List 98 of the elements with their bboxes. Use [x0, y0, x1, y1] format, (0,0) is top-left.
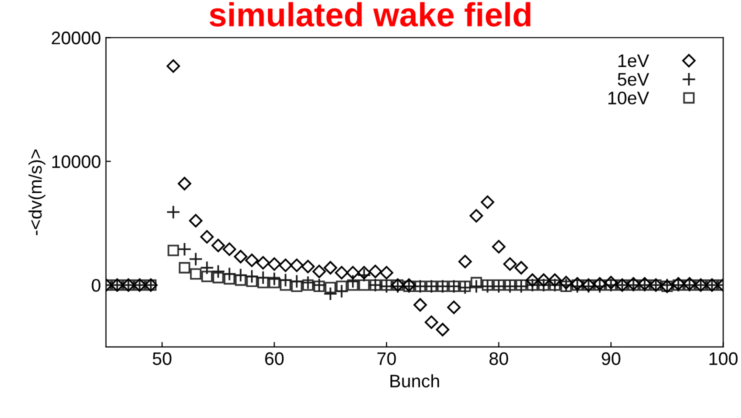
x-tick-label: 60: [265, 352, 284, 366]
point: [536, 273, 550, 287]
point: [166, 204, 180, 220]
point: [323, 286, 338, 301]
point: [424, 315, 438, 329]
point: [302, 279, 314, 291]
point: [458, 254, 472, 268]
point: [190, 268, 202, 280]
point: [211, 238, 225, 252]
point: [290, 274, 304, 288]
point: [201, 270, 213, 282]
point: [177, 242, 192, 256]
chart-title: simulated wake field: [210, 2, 530, 27]
point: [200, 230, 214, 244]
point: [458, 280, 472, 295]
point: [548, 273, 562, 287]
point: [492, 240, 506, 254]
point: [358, 279, 370, 291]
point: [526, 273, 540, 287]
point: [188, 252, 203, 266]
point: [334, 266, 348, 280]
point: [502, 279, 518, 294]
point: [346, 266, 360, 280]
point: [503, 257, 517, 271]
legend-label: 10eV: [608, 92, 650, 104]
point: [211, 264, 226, 279]
point: [290, 258, 304, 272]
y-tick-label: 20000: [52, 32, 100, 44]
point: [324, 261, 338, 274]
point: [268, 276, 280, 288]
legend-label: 1eV: [618, 54, 650, 68]
point: [189, 214, 202, 228]
point: [268, 257, 282, 271]
point: [482, 279, 494, 291]
point: [314, 280, 325, 292]
point: [222, 266, 236, 282]
point: [469, 279, 484, 294]
point: [234, 268, 248, 282]
point: [413, 298, 427, 312]
y-tick-label: 0: [92, 279, 100, 292]
point: [514, 279, 528, 294]
point: [447, 300, 461, 314]
point: [480, 195, 494, 209]
point: [347, 279, 359, 291]
x-axis-title: Bunch: [390, 374, 440, 388]
y-tick-label: 10000: [52, 155, 100, 168]
point: [492, 279, 506, 294]
point: [256, 256, 270, 270]
point: [267, 272, 282, 286]
point: [380, 279, 392, 291]
point: [244, 269, 259, 284]
x-tick-label: 80: [490, 352, 508, 366]
point: [459, 280, 471, 292]
point: [357, 268, 372, 282]
point: [470, 276, 482, 288]
point: [346, 274, 360, 288]
point: [312, 278, 326, 292]
point: [278, 273, 293, 288]
x-tick-label: 90: [602, 352, 620, 366]
point: [324, 282, 336, 294]
point: [470, 209, 484, 223]
point: [212, 272, 224, 284]
point: [178, 176, 192, 190]
point: [166, 59, 180, 73]
point: [291, 280, 302, 292]
point: [178, 262, 190, 274]
point: [516, 279, 527, 291]
point: [493, 279, 504, 291]
y-axis-title: -<dv(m/s)>: [28, 150, 46, 236]
point: [278, 258, 292, 272]
point: [300, 276, 316, 290]
point: [559, 278, 574, 292]
point: [222, 242, 236, 256]
point: [559, 276, 573, 290]
point: [514, 261, 528, 274]
x-tick-label: 100: [710, 352, 738, 366]
point: [560, 280, 572, 292]
point: [368, 264, 382, 278]
point: [604, 276, 618, 290]
point: [357, 266, 371, 280]
point: [245, 254, 259, 268]
legend-label: 5eV: [618, 73, 650, 86]
point: [301, 260, 315, 274]
point: [592, 279, 607, 294]
point: [504, 279, 516, 291]
point: [380, 266, 394, 280]
point: [168, 244, 179, 256]
point: [234, 250, 248, 264]
point: [256, 270, 270, 285]
point: [312, 264, 326, 278]
point: [246, 276, 258, 288]
point: [570, 279, 584, 294]
x-tick-label: 50: [152, 352, 172, 366]
x-tick-label: 70: [377, 352, 396, 366]
point: [334, 284, 349, 298]
point: [379, 279, 394, 294]
point: [436, 322, 450, 336]
point: [200, 260, 214, 275]
